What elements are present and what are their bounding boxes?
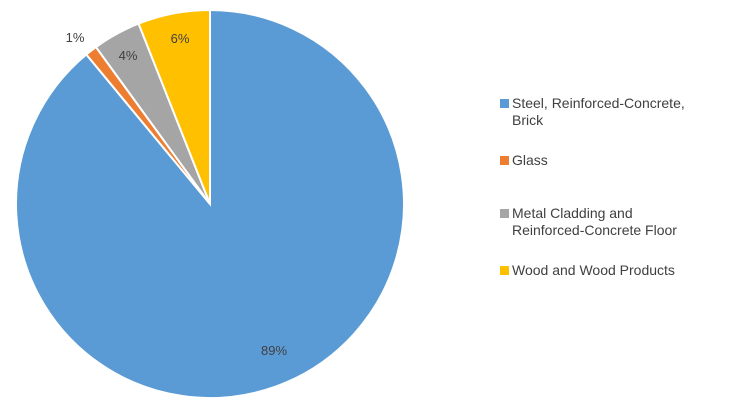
legend-swatch-1	[500, 156, 509, 165]
legend-entry-0: Steel, Reinforced-Concrete,Brick	[500, 95, 685, 128]
data-labels: 89% 1% 4% 6%	[66, 30, 288, 358]
pie-slice-3	[137, 8, 211, 205]
legend-label-2-line-1: Reinforced-Concrete Floor	[512, 222, 677, 238]
legend-label-3-line-0: Wood and Wood Products	[512, 262, 675, 278]
legend-swatch-3	[500, 266, 509, 275]
data-label-1: 1%	[66, 30, 85, 45]
data-label-0: 89%	[261, 343, 287, 358]
pie-slices	[15, 8, 405, 398]
legend-entry-1: Glass	[500, 152, 548, 168]
legend-swatch-2	[500, 209, 509, 218]
legend-label-2-line-0: Metal Cladding and	[512, 205, 633, 221]
legend-label-1-line-0: Glass	[512, 152, 548, 168]
data-label-3: 6%	[171, 31, 190, 46]
legend: Steel, Reinforced-Concrete,Brick Glass Met…	[500, 95, 685, 278]
legend-label-0-line-0: Steel, Reinforced-Concrete,	[512, 95, 685, 111]
legend-entry-3: Wood and Wood Products	[500, 262, 675, 278]
data-label-2: 4%	[119, 48, 138, 63]
legend-swatch-0	[500, 99, 509, 108]
legend-label-0-line-1: Brick	[512, 112, 544, 128]
